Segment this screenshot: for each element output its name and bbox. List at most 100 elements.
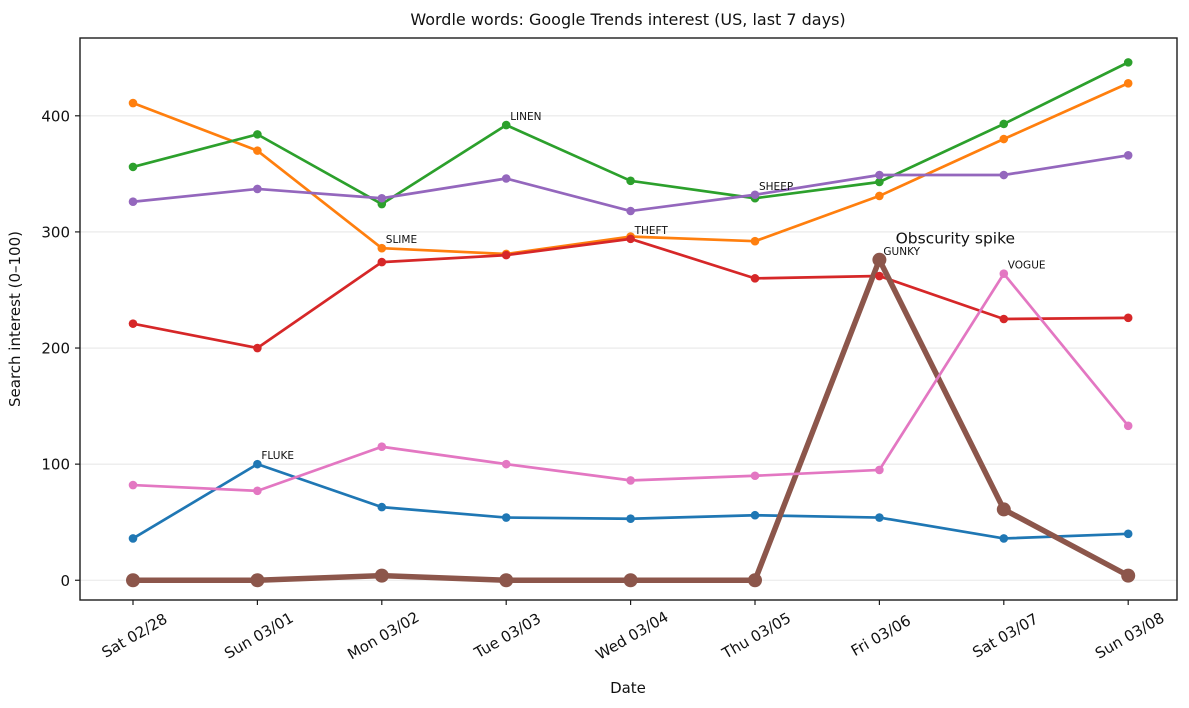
data-point-marker: [250, 573, 265, 588]
data-point-marker: [623, 573, 638, 588]
data-point-marker: [999, 314, 1009, 324]
data-point-marker: [748, 573, 762, 588]
data-point-marker: [126, 573, 140, 588]
series-slime: [131, 81, 1130, 256]
y-tick-label: 200: [41, 340, 70, 358]
x-tick-label: Sat 02/28: [99, 610, 171, 662]
data-point-marker: [875, 271, 884, 281]
data-point-marker: [999, 534, 1009, 543]
data-point-marker: [128, 480, 138, 490]
data-point-marker: [1123, 421, 1133, 431]
data-point-marker: [1123, 58, 1133, 67]
y-tick-label: 400: [41, 107, 70, 125]
series-markers-sheep: [128, 150, 1133, 216]
x-tick-label: Sat 03/07: [969, 610, 1041, 662]
data-point-marker: [875, 191, 884, 201]
data-point-marker: [128, 98, 138, 108]
data-point-marker: [626, 176, 635, 186]
grid-lines: [80, 115, 1177, 581]
x-tick-label: Sun 03/01: [221, 609, 296, 663]
series-line-theft: [131, 237, 1130, 350]
data-point-marker: [872, 252, 887, 267]
data-point-marker: [626, 206, 635, 216]
series-gunky: [130, 257, 1131, 584]
axes-spines: [79, 37, 1178, 601]
annotation-fluke: FLUKE: [261, 450, 294, 462]
data-point-marker: [501, 513, 511, 522]
data-point-marker: [253, 486, 262, 496]
data-point-marker: [253, 146, 262, 155]
word-annotations: FLUKE SLIME LINEN THEFT SHEEP GUNKY VOGUE: [261, 111, 1045, 462]
series-markers-vogue: [128, 269, 1133, 496]
data-point-marker: [999, 269, 1009, 279]
data-point-marker: [377, 193, 387, 203]
data-point-marker: [626, 476, 635, 485]
data-point-marker: [377, 442, 387, 452]
data-point-marker: [750, 274, 760, 283]
x-tick-label: Thu 03/05: [718, 609, 794, 663]
tick-marks: [75, 115, 1129, 605]
data-point-marker: [875, 465, 884, 475]
data-point-marker: [996, 502, 1011, 517]
chart-title: Wordle words: Google Trends interest (US…: [410, 10, 845, 29]
data-point-marker: [999, 170, 1009, 180]
series-theft: [131, 237, 1130, 350]
y-tick-labels: 0 100 200 300 400: [41, 107, 70, 589]
data-point-marker: [128, 534, 138, 543]
data-point-marker: [377, 257, 387, 267]
data-point-marker: [999, 134, 1009, 144]
data-point-marker: [1123, 313, 1133, 323]
annotation-theft: THEFT: [634, 225, 669, 237]
series-line-fluke: [131, 462, 1130, 540]
annotation-vogue: VOGUE: [1008, 260, 1046, 272]
data-point-marker: [501, 459, 511, 469]
data-point-marker: [1123, 78, 1133, 88]
data-point-marker: [501, 120, 511, 130]
series-markers-gunky: [126, 252, 1136, 588]
x-tick-label: Wed 03/04: [593, 608, 672, 664]
data-point-marker: [875, 177, 884, 187]
data-point-marker: [875, 513, 884, 522]
series-markers-linen: [128, 58, 1133, 209]
data-point-marker: [501, 250, 511, 260]
annotation-linen: LINEN: [510, 111, 541, 123]
x-tick-label: Sun 03/08: [1092, 609, 1167, 663]
plot-area: 0 100 200 300 400 Sat 02/28 Sun 03/01 Mon 03/02…: [41, 37, 1178, 664]
data-point-marker: [1123, 529, 1133, 539]
data-point-marker: [1121, 568, 1136, 583]
data-point-marker: [626, 234, 635, 244]
data-point-marker: [253, 459, 262, 469]
data-point-marker: [128, 162, 138, 172]
data-point-marker: [999, 119, 1009, 129]
series-markers-fluke: [128, 459, 1133, 543]
data-point-marker: [377, 502, 387, 512]
x-tick-label: Fri 03/06: [848, 611, 914, 660]
data-point-marker: [374, 568, 389, 583]
data-point-marker: [253, 130, 262, 139]
annotation-gunky: GUNKY: [883, 246, 920, 258]
data-point-marker: [626, 514, 635, 524]
y-tick-label: 100: [41, 456, 70, 474]
data-point-marker: [253, 184, 262, 194]
data-point-marker: [501, 174, 511, 183]
data-point-marker: [750, 190, 760, 200]
x-axis-label: Date: [610, 679, 646, 697]
data-point-marker: [499, 573, 514, 588]
series-line-slime: [131, 81, 1130, 256]
data-point-marker: [128, 197, 138, 207]
data-point-marker: [875, 170, 884, 180]
y-tick-label: 300: [41, 223, 70, 241]
series-fluke: [131, 462, 1130, 540]
annotation-slime: SLIME: [386, 234, 417, 246]
y-axis-label: Search interest (0–100): [6, 231, 24, 407]
data-point-marker: [128, 319, 138, 328]
data-point-marker: [1123, 150, 1133, 160]
x-tick-label: Mon 03/02: [344, 608, 422, 663]
data-point-marker: [750, 510, 760, 520]
data-point-marker: [253, 343, 262, 353]
data-point-marker: [750, 471, 760, 481]
x-tick-label: Tue 03/03: [470, 609, 544, 662]
series-markers-theft: [128, 234, 1133, 353]
